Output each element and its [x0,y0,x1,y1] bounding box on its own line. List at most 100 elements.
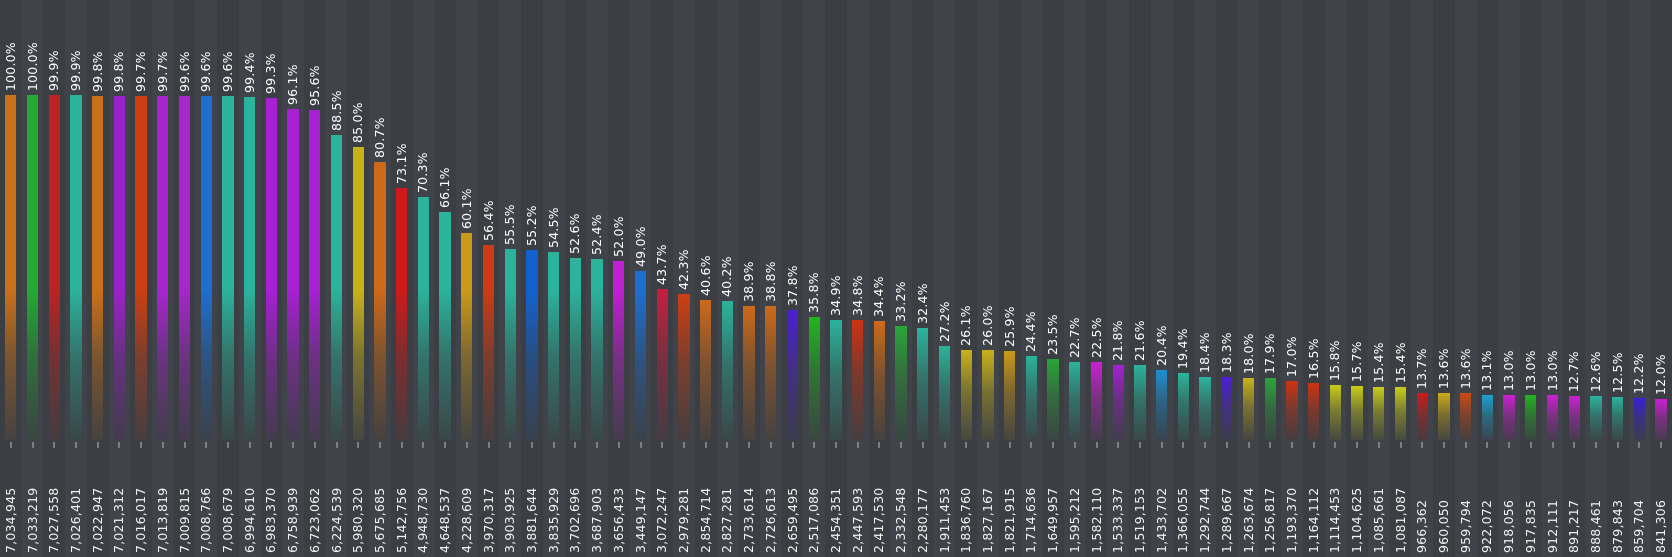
bar-group[interactable]: 95.6% 6,723,062 [307,0,322,557]
bar[interactable] [330,134,343,440]
bar-group[interactable]: 34.8% 2,447,593 [849,0,864,557]
bar[interactable] [92,95,104,440]
bar[interactable] [548,251,560,440]
bar-group[interactable]: 21.8% 1,533,337 [1110,0,1125,557]
bar-group[interactable]: 21.6% 1,519,153 [1132,0,1147,557]
bar-group[interactable]: 20.4% 1,433,702 [1153,0,1168,557]
bar[interactable] [157,96,169,440]
bar[interactable] [396,187,408,440]
bar[interactable] [1221,376,1233,440]
bar[interactable] [504,248,516,440]
bar[interactable] [808,316,820,440]
bar-group[interactable]: 52.6% 3,702,696 [567,0,582,557]
bar-group[interactable]: 15.7% 1,104,625 [1349,0,1364,557]
bar-group[interactable]: 100.0% 7,033,219 [24,0,39,557]
bar-group[interactable]: 88.5% 6,224,539 [328,0,343,557]
bar[interactable] [613,260,625,440]
bar[interactable] [743,305,755,440]
bar[interactable] [1351,385,1363,440]
bar[interactable] [1655,398,1667,440]
bar-group[interactable]: 23.5% 1,649,957 [1045,0,1060,557]
bar[interactable] [1156,369,1168,440]
bar[interactable] [461,232,473,440]
bar[interactable] [1394,386,1407,440]
bar-group[interactable]: 12.5% 879,843 [1609,0,1624,557]
bar-group[interactable]: 99.6% 7,009,815 [176,0,191,557]
bar-group[interactable]: 43.7% 3,072,247 [654,0,669,557]
bar-group[interactable]: 99.6% 7,008,766 [198,0,213,557]
bar-group[interactable]: 37.8% 2,659,495 [784,0,799,557]
bar-group[interactable]: 80.7% 5,675,685 [372,0,387,557]
bar-group[interactable]: 34.4% 2,417,530 [871,0,886,557]
bar-group[interactable]: 33.2% 2,332,548 [893,0,908,557]
bar-group[interactable]: 99.4% 6,994,610 [241,0,256,557]
bar[interactable] [634,270,647,440]
bar[interactable] [200,96,212,440]
bar-group[interactable]: 17.9% 1,256,817 [1262,0,1277,557]
bar-group[interactable]: 13.0% 912,111 [1544,0,1559,557]
bar-group[interactable]: 60.1% 4,228,609 [459,0,474,557]
bar[interactable] [1438,392,1450,440]
bar-group[interactable]: 13.0% 917,835 [1523,0,1538,557]
bar-group[interactable]: 12.7% 891,217 [1566,0,1581,557]
bar[interactable] [309,110,321,440]
bar-group[interactable]: 38.8% 2,726,613 [763,0,778,557]
bar-group[interactable]: 99.7% 7,013,819 [155,0,170,557]
bar-group[interactable]: 55.2% 3,881,644 [524,0,539,557]
bar-group[interactable]: 70.3% 4,948,730 [415,0,430,557]
bar[interactable] [244,96,256,440]
bar[interactable] [1503,394,1515,440]
bar[interactable] [678,293,690,440]
bar-group[interactable]: 13.7% 966,362 [1414,0,1429,557]
bar-group[interactable]: 12.2% 859,704 [1631,0,1646,557]
bar-group[interactable]: 22.7% 1,595,212 [1067,0,1082,557]
bar[interactable] [1112,364,1124,440]
bar[interactable] [287,108,299,440]
bar[interactable] [1373,386,1385,440]
bar-group[interactable]: 49.0% 3,449,147 [632,0,647,557]
bar-group[interactable]: 52.4% 3,687,903 [589,0,604,557]
bar-group[interactable]: 34.9% 2,454,351 [828,0,843,557]
bar[interactable] [1329,385,1342,440]
bar[interactable] [526,249,538,440]
bar[interactable] [222,96,234,440]
bar[interactable] [852,319,864,440]
bar[interactable] [786,309,799,440]
bar-group[interactable]: 15.8% 1,114,453 [1327,0,1342,557]
bar[interactable] [656,289,668,440]
bar[interactable] [1264,378,1276,440]
bar[interactable] [938,346,951,440]
bar[interactable] [482,245,495,440]
bar-group[interactable]: 12.6% 888,461 [1588,0,1603,557]
bar-group[interactable]: 55.5% 3,903,925 [502,0,517,557]
bar[interactable] [1090,362,1103,440]
bar[interactable] [1242,378,1255,440]
bar[interactable] [960,349,972,440]
bar-group[interactable]: 40.6% 2,854,714 [697,0,712,557]
bar[interactable] [1004,350,1016,440]
bar[interactable] [1134,365,1146,440]
bar[interactable] [352,146,364,440]
bar[interactable] [591,259,603,440]
bar[interactable] [1612,396,1624,440]
bar-group[interactable]: 22.5% 1,582,110 [1088,0,1103,557]
bar[interactable] [1460,392,1472,440]
bar[interactable] [113,95,126,440]
bar-group[interactable]: 19.4% 1,366,055 [1175,0,1190,557]
bar[interactable] [1568,396,1580,440]
bar-group[interactable]: 13.6% 960,050 [1436,0,1451,557]
bar[interactable] [1416,392,1428,440]
bar-group[interactable]: 66.1% 4,648,537 [437,0,452,557]
bar[interactable] [1025,355,1038,440]
bar[interactable] [1069,361,1081,440]
bar[interactable] [765,306,777,440]
bar-group[interactable]: 18.4% 1,292,744 [1197,0,1212,557]
bar[interactable] [1047,359,1059,440]
bar[interactable] [5,95,17,440]
bar-group[interactable]: 17.0% 1,193,370 [1284,0,1299,557]
bar[interactable] [1481,394,1494,440]
bar-group[interactable]: 32.4% 2,280,177 [915,0,930,557]
bar-group[interactable]: 35.8% 2,517,086 [806,0,821,557]
bar-group[interactable]: 15.4% 1,085,661 [1371,0,1386,557]
bar-group[interactable]: 26.0% 1,827,167 [980,0,995,557]
